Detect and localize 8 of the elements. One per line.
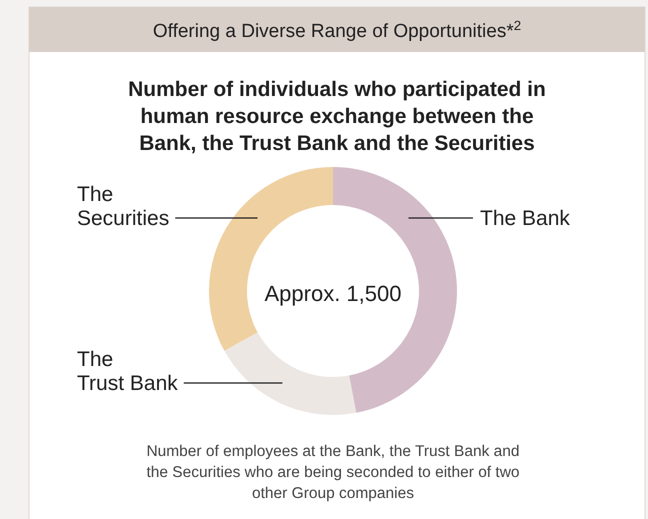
donut-slice bbox=[224, 332, 356, 415]
slice-label: The Bank bbox=[480, 207, 570, 230]
slice-label: The Trust Bank bbox=[77, 348, 178, 395]
text: Approx. 1,500 bbox=[264, 281, 402, 306]
text: Number of employees at the Bank, the Trust Bank and the Securities who are being seconded to either of two other Group companies bbox=[146, 443, 520, 502]
chart-title: Offering a Diverse Range of Opportunities*$^{2}$ bbox=[152, 18, 522, 42]
slice-label: The Securities bbox=[77, 183, 170, 230]
chart-subtitle: Number of individuals who participated in human resource exchange between the Bank, the Trust Bank and the Securities bbox=[128, 78, 546, 155]
